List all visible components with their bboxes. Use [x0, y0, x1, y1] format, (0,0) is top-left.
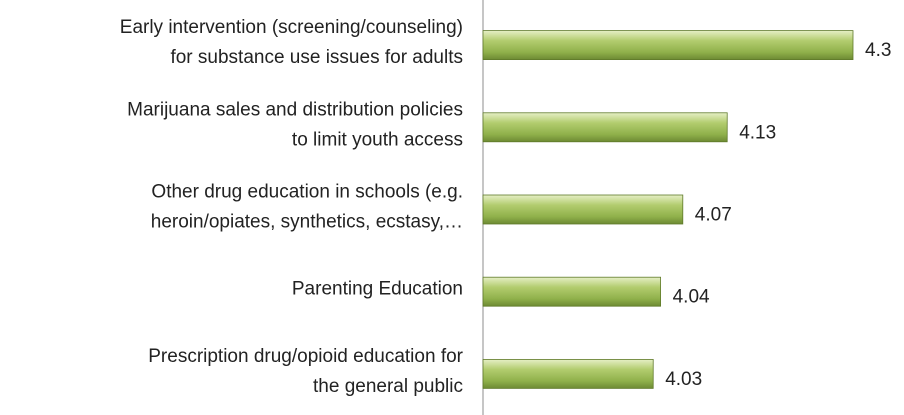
value-label: 4.04 [673, 287, 710, 308]
value-label: 4.07 [695, 205, 732, 226]
category-label: Early intervention (screening/counseling… [120, 17, 463, 38]
value-label: 4.3 [865, 40, 891, 61]
category-label: Other drug education in schools (e.g. [151, 182, 463, 203]
bar [482, 194, 684, 225]
bar [482, 30, 854, 61]
category-label: Parenting Education [292, 279, 463, 300]
bar [482, 358, 654, 389]
category-label: to limit youth access [292, 129, 463, 150]
value-label: 4.13 [739, 122, 776, 143]
category-label: for substance use issues for adults [170, 47, 463, 68]
value-label: 4.03 [665, 369, 702, 390]
category-label: Marijuana sales and distribution policie… [127, 99, 463, 120]
category-label: Prescription drug/opioid education for [148, 346, 463, 367]
category-label: the general public [313, 376, 463, 397]
bar [482, 112, 728, 143]
bar [482, 276, 662, 307]
category-label: heroin/opiates, synthetics, ecstasy,… [151, 212, 463, 233]
